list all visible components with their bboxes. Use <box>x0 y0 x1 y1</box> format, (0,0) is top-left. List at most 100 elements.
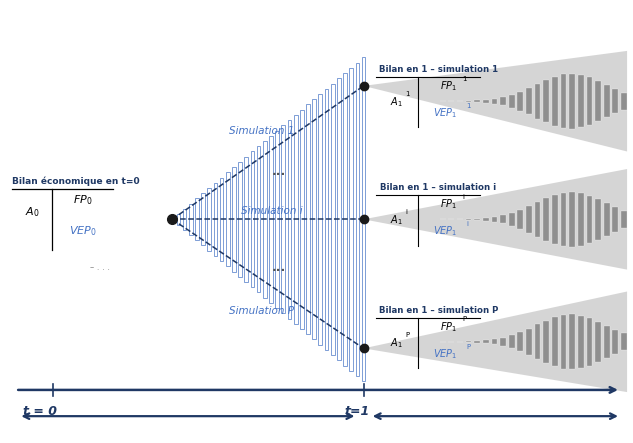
Bar <box>287 120 291 319</box>
Bar <box>595 81 601 121</box>
Bar <box>474 218 480 220</box>
Bar <box>587 195 592 243</box>
Text: ...: ... <box>272 261 286 274</box>
Bar <box>604 85 610 117</box>
Bar <box>483 100 489 103</box>
Bar <box>621 93 627 110</box>
Bar <box>492 339 498 344</box>
Bar <box>331 84 335 355</box>
Bar <box>561 315 567 369</box>
Bar <box>474 341 480 342</box>
Bar <box>492 99 498 104</box>
Text: P: P <box>466 344 470 350</box>
Bar <box>195 198 199 240</box>
Bar <box>552 77 558 126</box>
Text: i: i <box>406 209 408 215</box>
Bar <box>189 204 192 235</box>
Bar <box>569 74 575 128</box>
Bar <box>578 315 584 368</box>
Bar <box>535 202 541 237</box>
Bar <box>300 110 304 329</box>
Text: 1: 1 <box>466 103 471 109</box>
Bar <box>526 206 532 233</box>
Bar <box>226 172 230 266</box>
Bar <box>269 136 273 303</box>
Bar <box>517 210 523 229</box>
Bar <box>543 320 549 363</box>
Text: $VEP_1$: $VEP_1$ <box>433 347 458 361</box>
Bar <box>526 329 532 355</box>
Text: $VEP_0$: $VEP_0$ <box>68 225 96 238</box>
Bar <box>318 94 322 345</box>
Polygon shape <box>363 51 627 152</box>
Bar <box>552 317 558 366</box>
Bar <box>466 219 472 220</box>
Text: $A_0$: $A_0$ <box>25 205 39 219</box>
Bar <box>257 146 260 292</box>
Bar <box>500 215 506 223</box>
Bar <box>604 203 610 236</box>
Text: $FP_1$: $FP_1$ <box>440 320 457 334</box>
Bar <box>183 209 186 230</box>
Text: $VEP_1$: $VEP_1$ <box>433 106 458 120</box>
Bar <box>251 152 254 287</box>
Bar <box>587 318 592 365</box>
Bar <box>604 326 610 358</box>
Text: $A_1$: $A_1$ <box>391 336 403 350</box>
Text: t = 0: t = 0 <box>23 405 58 418</box>
Bar <box>483 340 489 343</box>
Bar <box>213 183 217 256</box>
Bar <box>244 157 248 282</box>
Bar <box>621 333 627 350</box>
Text: P: P <box>462 316 467 323</box>
Text: Simulation P: Simulation P <box>229 306 294 315</box>
Bar <box>356 62 360 376</box>
Bar <box>361 58 365 381</box>
Bar <box>613 207 618 232</box>
Text: $FP_1$: $FP_1$ <box>440 79 457 93</box>
Bar <box>483 218 489 221</box>
Text: Bilan économique en t=0: Bilan économique en t=0 <box>12 176 140 186</box>
Bar <box>509 335 515 348</box>
Bar <box>312 99 316 339</box>
Bar <box>595 322 601 362</box>
Bar <box>492 217 498 222</box>
Bar <box>543 80 549 123</box>
Text: 1: 1 <box>462 76 467 82</box>
Bar <box>517 332 523 351</box>
Text: $VEP_1$: $VEP_1$ <box>433 225 458 238</box>
Bar <box>177 214 180 225</box>
Bar <box>561 193 567 246</box>
Bar <box>587 78 592 125</box>
Bar <box>613 89 618 113</box>
Text: i: i <box>466 221 468 227</box>
Bar <box>561 74 567 128</box>
Text: 1: 1 <box>406 91 410 97</box>
Bar <box>282 125 285 313</box>
Bar <box>232 167 235 272</box>
Bar <box>509 95 515 108</box>
Text: Bilan en 1 – simulation 1: Bilan en 1 – simulation 1 <box>379 65 498 74</box>
Bar <box>337 78 341 360</box>
Text: $FP_0$: $FP_0$ <box>73 193 92 206</box>
Bar <box>578 75 584 128</box>
Bar <box>500 97 506 105</box>
Bar <box>220 178 223 261</box>
Bar <box>509 213 515 226</box>
Bar <box>543 198 549 241</box>
Polygon shape <box>363 169 627 270</box>
Bar <box>535 324 541 359</box>
Text: $FP_1$: $FP_1$ <box>440 198 457 211</box>
Bar <box>306 105 310 334</box>
Bar <box>201 193 205 245</box>
Bar <box>552 195 558 244</box>
Bar <box>474 101 480 102</box>
Bar <box>208 188 211 251</box>
Bar <box>294 115 298 324</box>
Text: Simulation i: Simulation i <box>241 206 303 216</box>
Bar <box>263 141 266 298</box>
Text: ...: ... <box>272 165 286 178</box>
Bar <box>517 92 523 111</box>
Text: P: P <box>406 332 410 338</box>
Text: Bilan en 1 – simulation P: Bilan en 1 – simulation P <box>379 306 498 315</box>
